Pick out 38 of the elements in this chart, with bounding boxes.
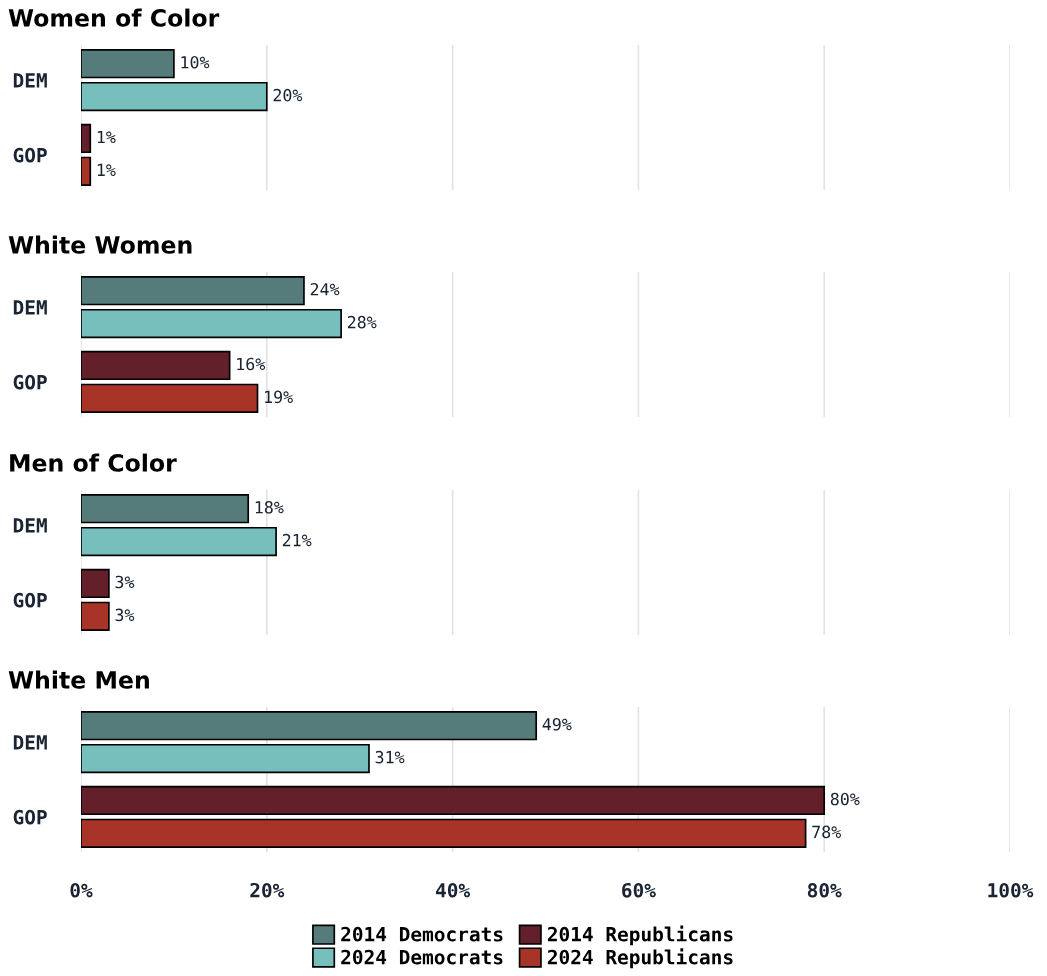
chart-title: White Women (8, 235, 192, 254)
y-tick-label: DEM (13, 735, 47, 750)
data-label: 3% (115, 608, 135, 622)
data-label: 1% (97, 130, 116, 144)
legend-label: 2014 Republicans (547, 925, 733, 946)
data-label: 80% (830, 792, 860, 806)
y-tick-label: GOP (13, 809, 47, 825)
legend-label: 2024 Democrats (341, 949, 503, 965)
x-tick-label: 0% (70, 882, 93, 898)
chart-title: Men of Color (10, 453, 177, 472)
data-label: 1% (97, 163, 116, 176)
data-label: 28% (347, 315, 377, 329)
data-label: 10% (181, 55, 210, 69)
x-tick-label: 40% (436, 882, 471, 898)
x-tick-label: 100% (988, 882, 1034, 898)
chart-title: White Men (8, 670, 149, 689)
data-label: 18% (255, 500, 284, 514)
y-tick-label: DEM (13, 73, 47, 88)
y-tick-label: DEM (13, 518, 47, 533)
x-tick-label: 20% (250, 882, 285, 898)
data-label: 21% (282, 533, 312, 547)
legend-label: 2014 Democrats (341, 926, 503, 942)
data-label: 31% (375, 750, 405, 764)
legend-label: 2024 Republicans (547, 948, 733, 969)
data-label: 78% (812, 825, 842, 839)
y-tick-label: GOP (13, 147, 47, 163)
data-label: 20% (273, 88, 303, 102)
data-label: 19% (265, 390, 293, 404)
data-label: 16% (237, 357, 266, 371)
x-tick-label: 60% (622, 882, 656, 898)
y-tick-label: GOP (13, 592, 47, 608)
x-tick-label: 80% (807, 882, 842, 898)
data-label: 3% (115, 575, 135, 589)
y-tick-label: GOP (13, 374, 47, 390)
chart-title: Women of Color (8, 8, 220, 27)
data-label: 24% (310, 282, 340, 296)
data-label: 49% (542, 717, 572, 731)
y-tick-label: DEM (13, 300, 47, 315)
